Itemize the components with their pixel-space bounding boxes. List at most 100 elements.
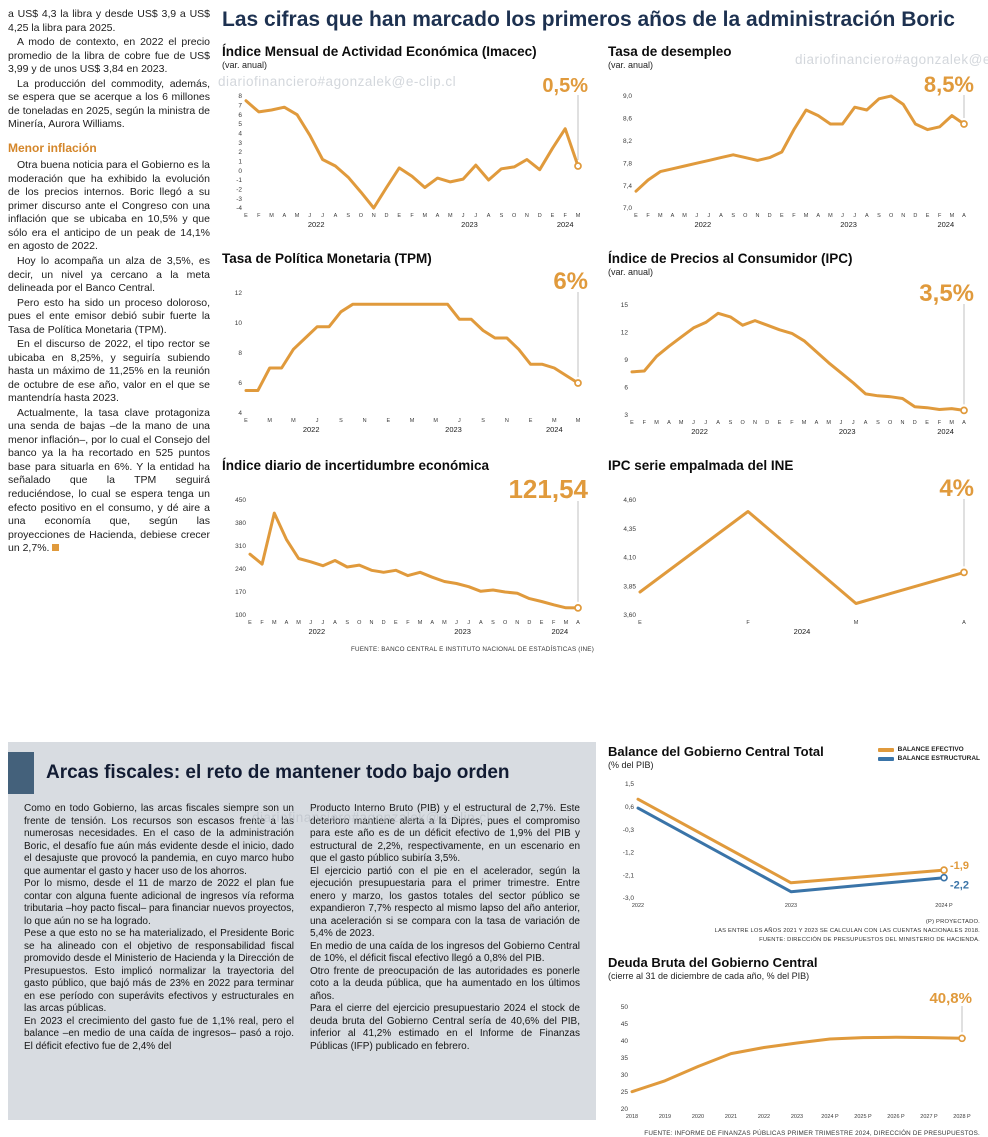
- svg-text:F: F: [260, 620, 264, 626]
- legend-item-efectivo: BALANCE EFECTIVO: [877, 746, 980, 753]
- svg-text:-2,1: -2,1: [623, 872, 635, 879]
- svg-text:-1,9: -1,9: [950, 860, 969, 872]
- chart-source: FUENTE: BANCO CENTRAL E INSTITUTO NACION…: [350, 646, 594, 653]
- svg-text:2022: 2022: [632, 903, 644, 909]
- svg-text:121,54: 121,54: [508, 474, 588, 504]
- svg-text:E: E: [244, 213, 248, 219]
- fiscal-paragraph: El ejercicio partió con el pie en el ace…: [310, 865, 580, 940]
- chart-deuda: Deuda Bruta del Gobierno Central (cierre…: [608, 955, 980, 1137]
- chart-imacec: Índice Mensual de Actividad Económica (I…: [222, 44, 594, 237]
- fiscal-charts-column: Balance del Gobierno Central Total (% de…: [608, 742, 980, 1137]
- svg-text:4: 4: [238, 410, 242, 417]
- svg-text:30: 30: [621, 1072, 629, 1079]
- article-paragraph: A modo de contexto, en 2022 el precio pr…: [8, 36, 210, 76]
- legend-label: BALANCE ESTRUCTURAL: [897, 755, 980, 762]
- chart-desempleo: Tasa de desempleo (var. anual) 9,0 8,6 8,2…: [608, 44, 980, 237]
- legend-swatch-estructural-icon: [877, 756, 894, 761]
- svg-text:2023: 2023: [791, 1114, 803, 1120]
- svg-text:E: E: [551, 213, 555, 219]
- svg-text:2026 P: 2026 P: [887, 1114, 905, 1120]
- svg-text:2022: 2022: [691, 427, 708, 436]
- svg-text:D: D: [385, 213, 389, 219]
- svg-text:N: N: [505, 418, 509, 424]
- svg-text:1,5: 1,5: [625, 781, 634, 788]
- svg-text:J: J: [467, 620, 470, 626]
- svg-text:O: O: [741, 420, 746, 426]
- svg-text:4,35: 4,35: [623, 526, 636, 533]
- svg-text:N: N: [515, 620, 519, 626]
- fiscal-column-2: Producto Interno Bruto (PIB) y el estruc…: [310, 803, 580, 1053]
- svg-text:F: F: [257, 213, 261, 219]
- svg-text:E: E: [780, 213, 784, 219]
- svg-text:F: F: [406, 620, 410, 626]
- svg-text:D: D: [538, 213, 542, 219]
- svg-text:2024: 2024: [557, 220, 574, 229]
- article-end-marker-icon: [52, 544, 60, 552]
- svg-text:E: E: [529, 418, 533, 424]
- svg-text:E: E: [397, 213, 401, 219]
- svg-text:2022: 2022: [303, 425, 320, 434]
- svg-text:S: S: [345, 620, 349, 626]
- svg-text:E: E: [925, 420, 929, 426]
- svg-text:A: A: [815, 420, 819, 426]
- svg-text:2021: 2021: [725, 1114, 737, 1120]
- svg-text:S: S: [877, 213, 881, 219]
- svg-text:M: M: [804, 213, 809, 219]
- article-paragraph: Hoy lo acompaña un alza de 3,5%, es deci…: [8, 254, 210, 295]
- svg-text:O: O: [743, 213, 748, 219]
- svg-text:M: M: [552, 418, 557, 424]
- svg-text:J: J: [309, 620, 312, 626]
- svg-text:0: 0: [238, 168, 242, 175]
- svg-text:J: J: [455, 620, 458, 626]
- svg-text:2023: 2023: [454, 627, 471, 636]
- svg-text:2: 2: [238, 149, 242, 156]
- svg-text:2024: 2024: [546, 425, 563, 434]
- article-paragraph: Otra buena noticia para el Gobierno es l…: [8, 159, 210, 253]
- svg-text:J: J: [474, 213, 477, 219]
- svg-text:40: 40: [621, 1038, 629, 1045]
- svg-text:M: M: [950, 213, 955, 219]
- svg-text:M: M: [949, 420, 954, 426]
- svg-text:0,6: 0,6: [625, 804, 634, 811]
- chart-ipc: Índice de Precios al Consumidor (IPC) (v…: [608, 251, 980, 444]
- svg-text:A: A: [816, 213, 820, 219]
- svg-text:8: 8: [238, 93, 242, 100]
- svg-text:12: 12: [621, 330, 629, 337]
- svg-text:F: F: [792, 213, 796, 219]
- article-paragraph: En el discurso de 2022, el tipo rector s…: [8, 338, 210, 405]
- svg-text:2019: 2019: [659, 1114, 671, 1120]
- fiscal-columns: Como en todo Gobierno, las arcas fiscale…: [24, 803, 580, 1053]
- svg-text:M: M: [296, 620, 301, 626]
- svg-text:M: M: [418, 620, 423, 626]
- svg-text:40,8%: 40,8%: [929, 990, 972, 1007]
- svg-text:D: D: [382, 620, 386, 626]
- svg-text:3,60: 3,60: [623, 612, 636, 619]
- svg-text:J: J: [841, 213, 844, 219]
- svg-text:100: 100: [235, 612, 246, 619]
- chart-title: Índice Mensual de Actividad Económica (I…: [222, 44, 537, 59]
- svg-text:4: 4: [238, 131, 242, 138]
- chart-subtitle: (var. anual): [608, 60, 654, 70]
- svg-text:2025 P: 2025 P: [854, 1114, 872, 1120]
- svg-text:J: J: [708, 213, 711, 219]
- svg-text:4,10: 4,10: [623, 555, 636, 562]
- svg-text:-1: -1: [236, 177, 242, 184]
- svg-text:3,85: 3,85: [623, 583, 636, 590]
- accent-bar: [8, 752, 34, 794]
- chart-incertidumbre: Índice diario de incertidumbre económica…: [222, 458, 594, 653]
- svg-text:J: J: [840, 420, 843, 426]
- chart-subtitle: (var. anual): [608, 267, 654, 277]
- legend-item-estructural: BALANCE ESTRUCTURAL: [877, 755, 980, 762]
- svg-text:F: F: [552, 620, 556, 626]
- svg-text:A: A: [962, 620, 966, 626]
- svg-text:3: 3: [238, 140, 242, 147]
- svg-text:8: 8: [238, 350, 242, 357]
- svg-text:A: A: [430, 620, 434, 626]
- svg-text:8,6: 8,6: [623, 116, 632, 123]
- svg-text:2027 P: 2027 P: [920, 1114, 938, 1120]
- chart-note: (P) PROYECTADO.: [925, 919, 980, 925]
- svg-text:M: M: [269, 213, 274, 219]
